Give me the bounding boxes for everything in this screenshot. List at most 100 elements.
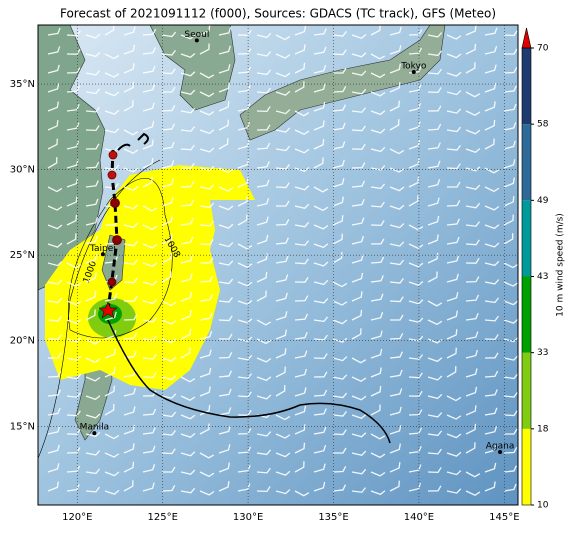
wind-barb [275,145,291,152]
wind-barb [332,49,347,56]
colorbar-segment [522,276,531,353]
wind-barb [427,105,442,112]
wind-barb [332,233,343,245]
wind-barb [503,103,517,112]
track-point [107,170,117,180]
wind-barb [123,129,139,136]
wind-barb [142,317,158,323]
wind-barb [66,281,82,287]
wind-barb [313,481,326,492]
wind-barb [332,484,346,492]
wind-barb [180,89,196,95]
wind-barb [389,259,405,266]
lat-tick-label: 25°N [10,250,35,261]
wind-barb [199,331,213,340]
wind-barb [484,27,498,36]
wind-barb [294,62,306,74]
past-track [107,319,391,444]
wind-barb [332,300,348,306]
wind-barb [199,367,212,378]
wind-barb [389,167,405,173]
wind-barb [370,312,384,321]
wind-barb [161,234,173,245]
wind-barb [180,34,196,40]
wind-barb [503,373,518,380]
wind-barb [484,462,497,473]
wind-barb [427,375,443,381]
wind-barb [313,243,329,249]
track-point [112,235,122,245]
wind-barb [161,319,177,325]
wind-barb [48,352,62,359]
wind-barb [104,109,120,115]
wind-barb [66,177,79,188]
wind-barb [427,215,440,226]
wind-barb [313,205,329,212]
wind-barb [427,430,443,437]
lon-tick-label: 145°E [489,512,519,523]
wind-barb [66,196,78,207]
wind-barb [332,30,347,37]
wind-barb [370,348,383,359]
isobar [38,159,161,460]
wind-barb [237,243,253,250]
wind-barb [85,217,99,226]
wind-barb [85,290,97,302]
wind-barb [123,148,139,154]
wind-barb [85,468,101,475]
wind-barb [237,140,250,150]
wind-barb [199,471,215,478]
wind-barb [370,452,386,459]
wind-barb [333,67,347,74]
wind-barb [104,489,120,495]
wind-barb [256,357,272,363]
wind-barb [484,352,499,359]
wind-barb [389,204,405,210]
wind-barb [66,465,81,473]
storm-center [98,301,118,319]
wind-barb [465,184,481,190]
wind-barb [47,157,58,169]
lat-tick-label: 20°N [10,336,35,347]
wind-barb [351,357,367,364]
wind-barb [237,391,252,398]
wind-barb [161,485,176,492]
wind-barb [294,167,310,172]
wind-barb [465,110,481,116]
wind-barb [218,138,229,150]
wind-barb [370,471,386,477]
wind-barb [256,290,267,302]
wind-barb [161,300,177,307]
wind-barb [351,254,364,264]
wind-barb [465,386,478,397]
wind-barb [389,443,401,454]
wind-barb [180,162,195,169]
wind-barb [446,163,461,170]
wind-barb [389,462,401,473]
wind-barb [332,374,348,380]
wind-barb [237,373,253,379]
wind-barb [465,129,481,135]
wind-barb [484,315,499,322]
wind-barb [85,180,99,188]
wind-barb [161,448,176,455]
wind-barb [142,335,158,342]
city-marker [498,449,503,454]
wind-barb [370,165,386,171]
colorbar-segment [522,428,531,505]
wind-barb [123,424,136,435]
wind-barb [180,53,196,58]
wind-barb [47,224,63,230]
wind-barb [465,257,480,264]
wind-barb [484,64,497,74]
wind-barb [484,242,500,248]
wind-barb [85,431,101,438]
wind-barb [408,47,423,55]
wind-barb [275,163,290,170]
wind-barb [465,331,479,340]
wind-barb [294,129,310,135]
wind-barb [446,310,458,321]
wind-barb [66,447,81,454]
wind-barb [484,205,500,211]
wind-barb [47,426,61,435]
